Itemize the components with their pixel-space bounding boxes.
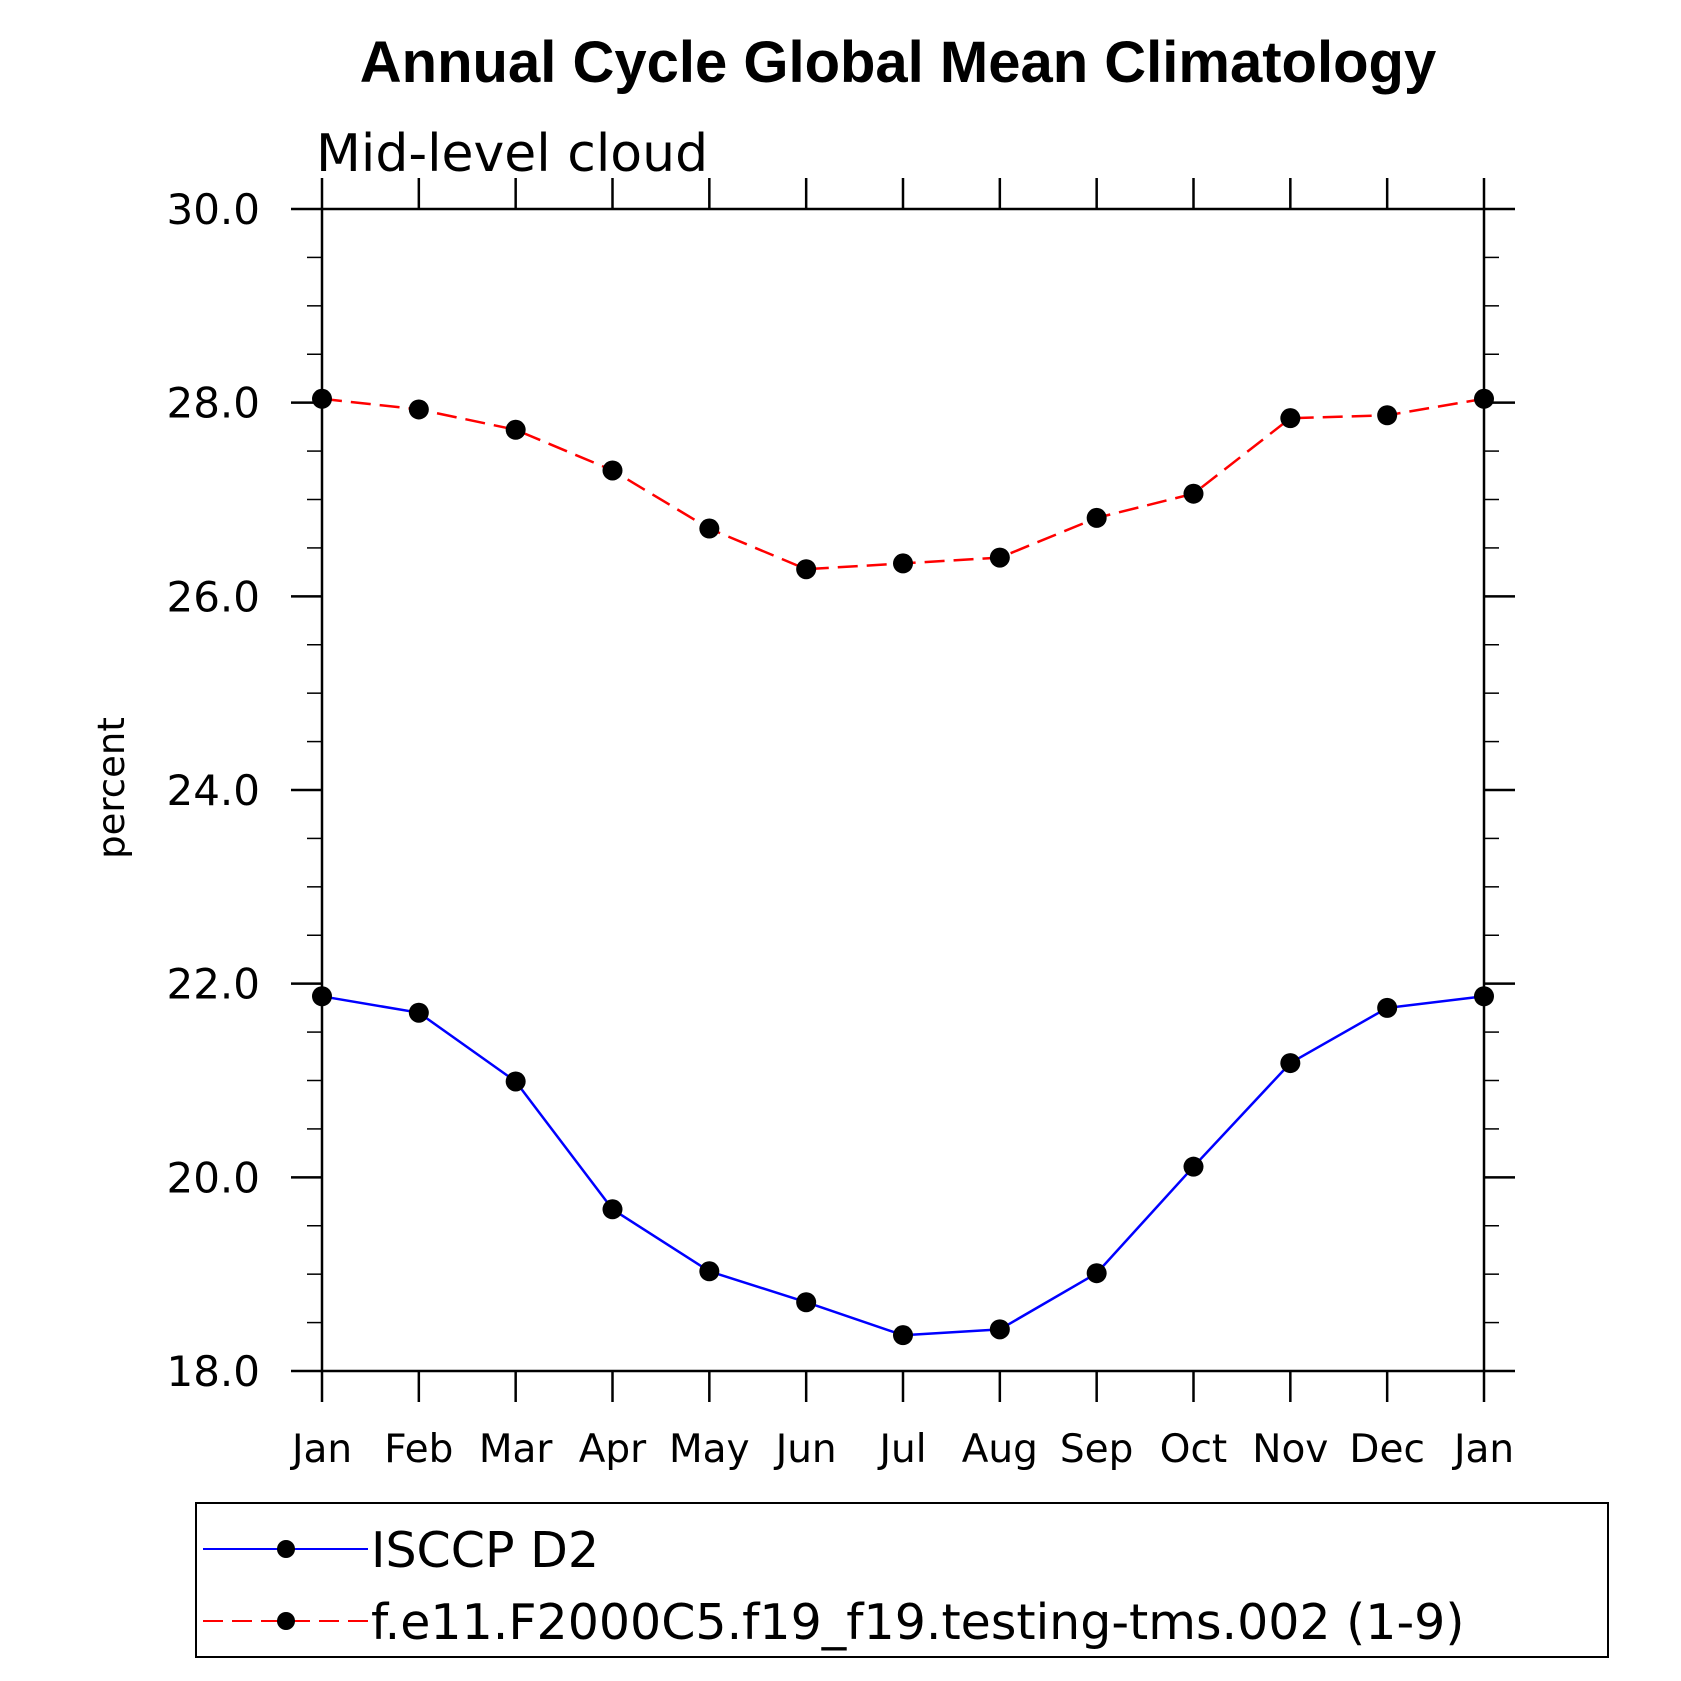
data-point (505, 1071, 526, 1092)
y-tick-label: 24.0 (166, 766, 260, 815)
series-line-1 (321, 397, 1485, 571)
data-point (699, 518, 720, 539)
x-tick-label: May (669, 1427, 750, 1472)
data-point (989, 1319, 1010, 1340)
data-point (1377, 997, 1398, 1018)
data-point (699, 1261, 720, 1282)
data-point (1280, 1053, 1301, 1074)
data-point (1474, 388, 1494, 409)
x-tick-label: Feb (384, 1427, 453, 1472)
legend-label-0: ISCCP D2 (371, 1522, 599, 1579)
plot-frame (320, 207, 1486, 1373)
chart-subtitle: Mid-level cloud (316, 124, 708, 184)
legend-marker-1 (277, 1612, 295, 1630)
legend-label-1: f.e11.F2000C5.f19_f19.testing-tms.002 (1… (371, 1594, 1464, 1651)
series-0 (312, 986, 1494, 1346)
data-point (602, 460, 623, 481)
y-tick-label: 26.0 (166, 572, 260, 621)
series-layer (312, 388, 1494, 1346)
x-tick-label: Aug (962, 1427, 1038, 1472)
data-point (408, 1002, 429, 1023)
data-point (408, 399, 429, 420)
x-tick-label: Jul (876, 1427, 926, 1472)
x-tick-label: Apr (579, 1427, 647, 1472)
data-point (602, 1199, 623, 1220)
y-tick-label: 18.0 (166, 1347, 260, 1396)
data-point (1086, 1263, 1107, 1284)
y-tick-label: 30.0 (166, 185, 260, 234)
y-tick-label: 28.0 (166, 379, 260, 428)
y-axis-label: percent (90, 717, 133, 859)
chart-title: Annual Cycle Global Mean Climatology (360, 30, 1436, 95)
legend-entry-1: f.e11.F2000C5.f19_f19.testing-tms.002 (1… (203, 1594, 1464, 1651)
x-tick-label: Nov (1252, 1427, 1328, 1472)
data-point (312, 388, 332, 409)
legend-marker-0 (277, 1540, 295, 1558)
axes: 18.0 20.0 22.0 24.0 26.0 28.0 30.0 Jan Feb Mar Apr… (166, 178, 1515, 1472)
data-point (505, 419, 526, 440)
data-point (989, 547, 1010, 568)
x-tick-label: Mar (479, 1427, 554, 1472)
data-point (1280, 408, 1301, 429)
y-tick-label: 22.0 (166, 960, 260, 1009)
x-tick-label: Sep (1060, 1427, 1134, 1472)
x-tick-label: Oct (1160, 1427, 1227, 1472)
data-point (1474, 986, 1494, 1007)
data-point (1183, 1156, 1204, 1177)
data-point (796, 1292, 817, 1313)
x-tick-label: Dec (1349, 1427, 1424, 1472)
data-point (1377, 405, 1398, 426)
y-tick-label: 20.0 (166, 1153, 260, 1202)
data-point (1086, 507, 1107, 528)
data-point (796, 559, 817, 580)
legend-entry-0: ISCCP D2 (203, 1522, 599, 1579)
legend-box (195, 1502, 1609, 1658)
legend: ISCCP D2 f.e11.F2000C5.f19_f19.testing-t… (195, 1502, 1609, 1658)
data-point (312, 986, 332, 1007)
data-point (893, 1325, 913, 1346)
x-tick-label: Jun (773, 1427, 837, 1472)
data-point (893, 553, 913, 574)
series-1 (312, 388, 1494, 580)
x-tick-label: Jan (1451, 1427, 1514, 1472)
x-tick-label: Jan (289, 1427, 352, 1472)
data-point (1183, 483, 1204, 504)
series-line-0 (321, 995, 1485, 1337)
